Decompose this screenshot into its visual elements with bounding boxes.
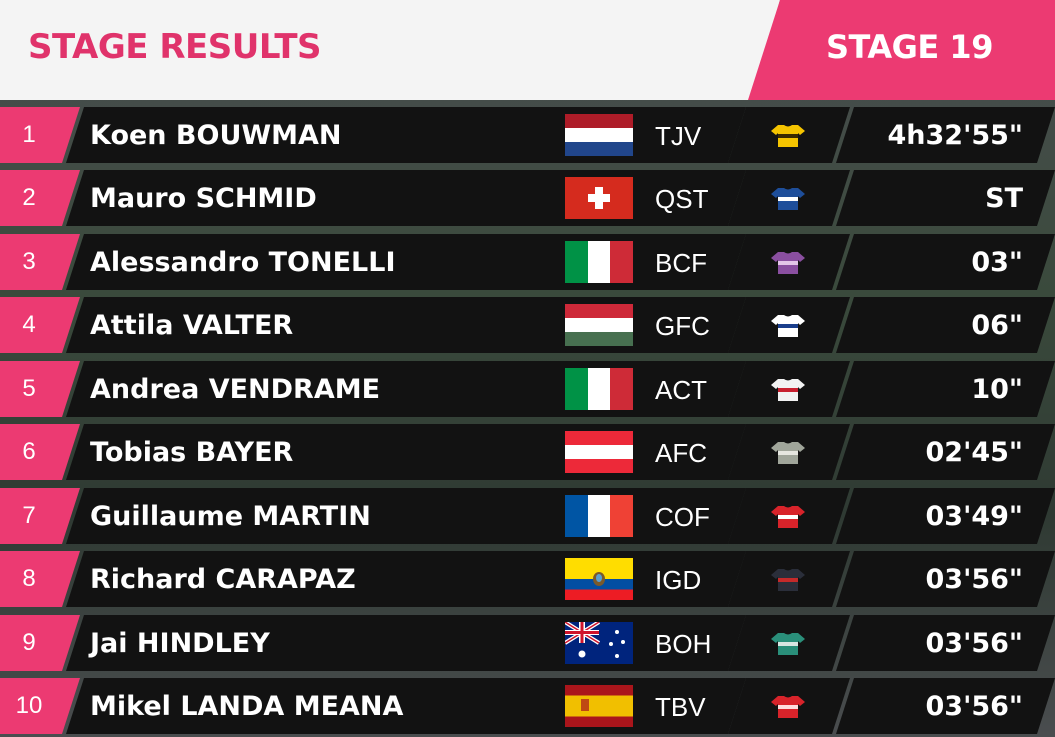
table-row: 1 Koen BOUWMAN TJV 4h32'55" bbox=[0, 107, 1055, 163]
finish-time: 03'49" bbox=[925, 501, 1023, 532]
time-panel: 06" bbox=[836, 297, 1055, 353]
purple-jersey-icon bbox=[770, 251, 806, 275]
italy-flag-icon bbox=[565, 241, 633, 283]
austria-flag-icon bbox=[565, 431, 633, 473]
time-panel: 03" bbox=[836, 234, 1055, 290]
rank-box: 10 bbox=[0, 678, 80, 734]
table-row: 5 Andrea VENDRAME ACT 10" bbox=[0, 361, 1055, 417]
rider-name: Andrea VENDRAME bbox=[90, 374, 381, 405]
team-code: IGD bbox=[655, 565, 702, 595]
netherlands-flag-icon bbox=[565, 114, 633, 156]
table-row: 7 Guillaume MARTIN COF 03'49" bbox=[0, 488, 1055, 544]
rank-box: 8 bbox=[0, 551, 80, 607]
table-row: 10 Mikel LANDA MEANA TBV 03'56" bbox=[0, 678, 1055, 734]
dark-red-jersey-icon bbox=[770, 568, 806, 592]
time-panel: 03'56" bbox=[836, 615, 1055, 671]
page-title: STAGE RESULTS bbox=[28, 27, 322, 67]
rank-box: 7 bbox=[0, 488, 80, 544]
time-panel: ST bbox=[836, 170, 1055, 226]
yellow-black-jersey-icon bbox=[770, 124, 806, 148]
table-row: 2 Mauro SCHMID QST ST bbox=[0, 170, 1055, 226]
white-red-jersey-icon bbox=[770, 378, 806, 402]
table-row: 9 Jai HINDLEY BOH 03'56" bbox=[0, 615, 1055, 671]
red-white-jersey-icon bbox=[770, 505, 806, 529]
rank-number: 4 bbox=[22, 311, 36, 338]
finish-time: 02'45" bbox=[925, 437, 1023, 468]
time-panel: 03'49" bbox=[836, 488, 1055, 544]
time-panel: 02'45" bbox=[836, 424, 1055, 480]
france-flag-icon bbox=[565, 495, 633, 537]
rank-number: 7 bbox=[22, 502, 36, 529]
rank-box: 5 bbox=[0, 361, 80, 417]
switzerland-flag-icon bbox=[565, 177, 633, 219]
rank-number: 10 bbox=[15, 692, 43, 719]
team-code: AFC bbox=[655, 438, 707, 468]
rider-name: Attila VALTER bbox=[90, 310, 294, 341]
team-code: QST bbox=[655, 184, 709, 214]
stage-badge: STAGE 19 bbox=[748, 0, 1055, 100]
team-code: GFC bbox=[655, 311, 710, 341]
team-code: COF bbox=[655, 502, 710, 532]
rider-name: Koen BOUWMAN bbox=[90, 120, 342, 151]
finish-time: 10" bbox=[971, 374, 1023, 405]
rank-box: 2 bbox=[0, 170, 80, 226]
finish-time: 03" bbox=[971, 247, 1023, 278]
rank-box: 1 bbox=[0, 107, 80, 163]
rider-name: Richard CARAPAZ bbox=[90, 564, 356, 595]
team-code: BCF bbox=[655, 248, 707, 278]
rank-number: 2 bbox=[22, 184, 36, 211]
white-blue-red-jersey-icon bbox=[770, 314, 806, 338]
finish-time: 03'56" bbox=[925, 628, 1023, 659]
rider-name: Alessandro TONELLI bbox=[90, 247, 396, 278]
rank-number: 6 bbox=[22, 438, 36, 465]
time-panel: 03'56" bbox=[836, 678, 1055, 734]
blue-jersey-icon bbox=[770, 187, 806, 211]
table-row: 6 Tobias BAYER AFC 02'45" bbox=[0, 424, 1055, 480]
rank-box: 9 bbox=[0, 615, 80, 671]
team-code: TBV bbox=[655, 692, 706, 722]
rank-number: 3 bbox=[22, 248, 36, 275]
italy-flag-icon bbox=[565, 368, 633, 410]
stage-label: STAGE 19 bbox=[826, 28, 993, 66]
rank-number: 8 bbox=[22, 565, 36, 592]
teal-jersey-icon bbox=[770, 632, 806, 656]
time-panel: 4h32'55" bbox=[836, 107, 1055, 163]
rider-name: Mikel LANDA MEANA bbox=[90, 691, 404, 722]
finish-time: 06" bbox=[971, 310, 1023, 341]
team-code: TJV bbox=[655, 121, 702, 151]
red-jersey-icon bbox=[770, 695, 806, 719]
table-row: 3 Alessandro TONELLI BCF 03" bbox=[0, 234, 1055, 290]
grey-jersey-icon bbox=[770, 441, 806, 465]
rider-name: Mauro SCHMID bbox=[90, 183, 317, 214]
rider-name: Tobias BAYER bbox=[90, 437, 294, 468]
finish-time: 03'56" bbox=[925, 691, 1023, 722]
ecuador-flag-icon bbox=[565, 558, 633, 600]
australia-flag-icon bbox=[565, 622, 633, 664]
rank-number: 5 bbox=[22, 375, 36, 402]
table-row: 8 Richard CARAPAZ IGD 03'56" bbox=[0, 551, 1055, 607]
rider-name: Guillaume MARTIN bbox=[90, 501, 371, 532]
header-bar: STAGE RESULTS bbox=[0, 0, 780, 100]
team-code: BOH bbox=[655, 629, 712, 659]
rank-number: 9 bbox=[22, 629, 36, 656]
hungary-flag-icon bbox=[565, 304, 633, 346]
finish-time: ST bbox=[985, 183, 1023, 214]
rank-box: 3 bbox=[0, 234, 80, 290]
rider-name: Jai HINDLEY bbox=[90, 628, 270, 659]
team-code: ACT bbox=[655, 375, 707, 405]
rank-number: 1 bbox=[22, 121, 36, 148]
time-panel: 10" bbox=[836, 361, 1055, 417]
spain-flag-icon bbox=[565, 685, 633, 727]
table-row: 4 Attila VALTER GFC 06" bbox=[0, 297, 1055, 353]
finish-time: 4h32'55" bbox=[887, 120, 1024, 151]
time-panel: 03'56" bbox=[836, 551, 1055, 607]
rank-box: 6 bbox=[0, 424, 80, 480]
finish-time: 03'56" bbox=[925, 564, 1023, 595]
rank-box: 4 bbox=[0, 297, 80, 353]
